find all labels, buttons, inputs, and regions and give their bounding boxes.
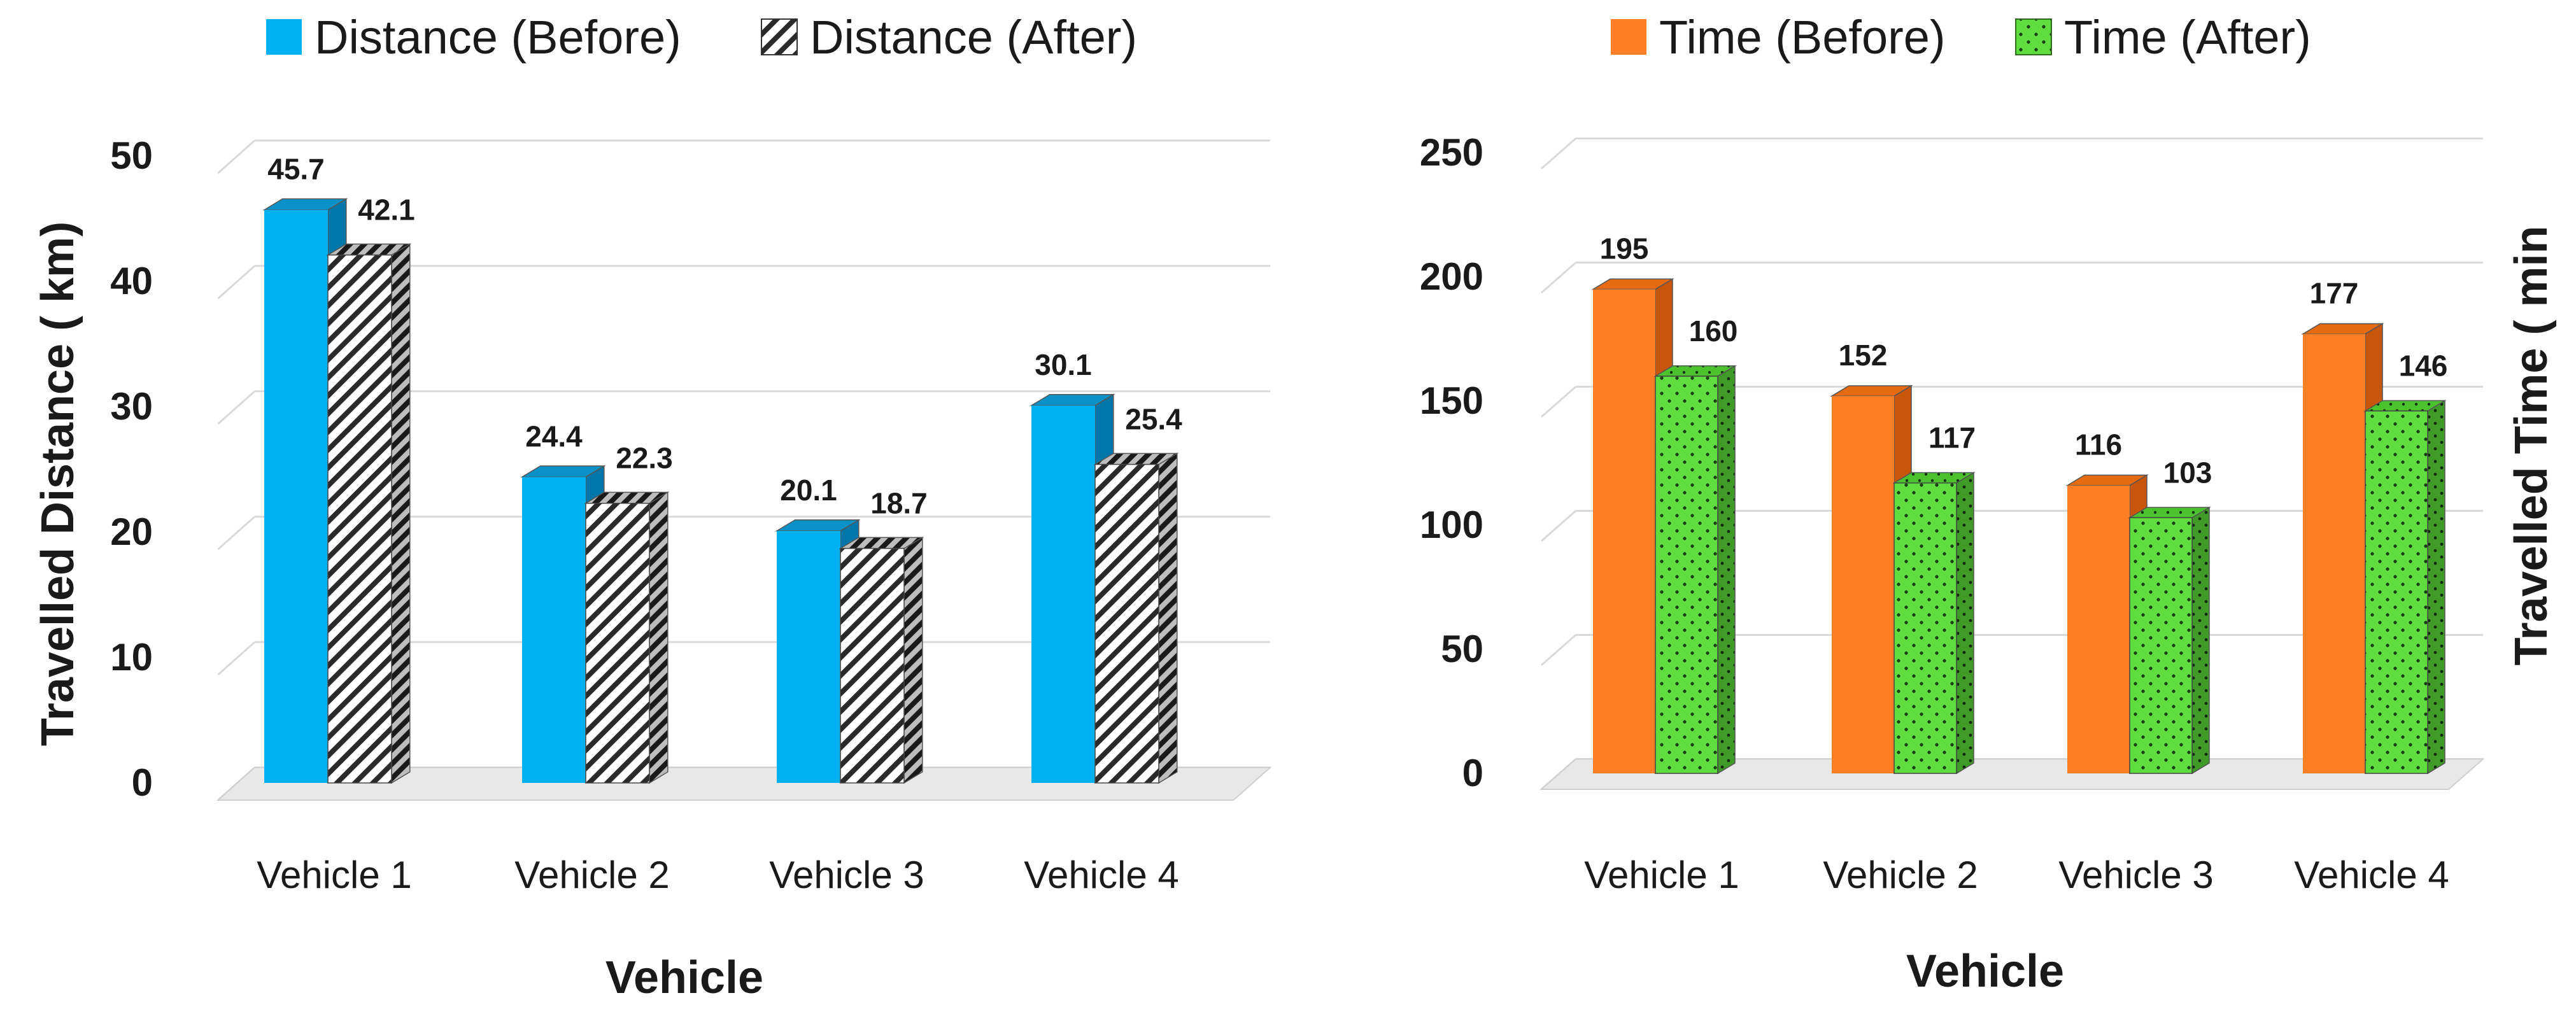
- distance-category-label-vehicle-3: Vehicle 3: [769, 854, 924, 896]
- time-data-label-vehicle-1-time-before: 195: [1600, 232, 1649, 265]
- distance-gridline-slant-10: [217, 641, 255, 676]
- time-bar-vehicle-1-time-before: [1593, 289, 1655, 773]
- distance-gridline-slant-20: [217, 516, 255, 551]
- distance-bar-vehicle-2-distance-before: [522, 477, 586, 783]
- time-y-tick-100: 100: [1420, 503, 1483, 546]
- time-y-axis-title: Travelled Time ( min: [2506, 226, 2557, 666]
- time-bars: [1591, 278, 2447, 775]
- time-x-axis-title: Vehicle: [1906, 946, 2064, 997]
- time-floor-plane: [1539, 758, 2485, 790]
- legend-label-distance-before: Distance (Before): [315, 11, 681, 64]
- distance-chart: 0 10 20 30 40 50 45.7 42.1 24.4 22.3 20.1 18.7 30.1…: [32, 11, 1272, 1003]
- time-gridline-slant-250: [1541, 137, 1576, 170]
- time-legend: Time (Before) Time (After): [1611, 11, 2311, 64]
- legend-swatch-time-after: [2015, 18, 2052, 55]
- time-data-label-vehicle-3-time-before: 116: [2075, 428, 2122, 461]
- distance-category-label-vehicle-4: Vehicle 4: [1024, 854, 1179, 896]
- distance-bars: [262, 198, 1179, 784]
- distance-data-label-vehicle-3-distance-before: 20.1: [780, 474, 837, 507]
- distance-gridline-slant-30: [217, 390, 255, 425]
- time-category-label-vehicle-1: Vehicle 1: [1584, 854, 1739, 896]
- time-bar-vehicle-1-time-after: [1655, 376, 1718, 774]
- distance-floor: [216, 766, 1272, 801]
- time-data-label-vehicle-2-time-after: 117: [1928, 421, 1976, 454]
- time-chart: 0 50 100 150 200 250 195 160 152 117 116 103 177 146…: [1420, 11, 2557, 997]
- distance-x-axis-title: Vehicle: [605, 952, 763, 1003]
- time-bar-vehicle-4-time-after: [2365, 410, 2428, 774]
- distance-y-tick-labels: 0 10 20 30 40 50: [110, 134, 153, 804]
- time-bar-vehicle-2-time-before: [1832, 396, 1894, 773]
- distance-bar-vehicle-3-distance-after-side: [903, 537, 923, 784]
- distance-data-label-vehicle-3-distance-after: 18.7: [870, 487, 928, 520]
- legend-swatch-distance-after: [761, 18, 798, 55]
- distance-y-tick-30: 30: [110, 385, 153, 428]
- time-bar-vehicle-1-time-after-side: [1717, 365, 1736, 775]
- time-floor: [1539, 758, 2485, 790]
- time-y-tick-250: 250: [1420, 131, 1483, 174]
- distance-gridline-slant-50: [217, 139, 255, 174]
- time-category-label-vehicle-2: Vehicle 2: [1823, 854, 1978, 896]
- time-gridline-slant-200: [1541, 262, 1576, 294]
- time-data-label-vehicle-1-time-after: 160: [1689, 314, 1738, 348]
- time-y-tick-0: 0: [1462, 752, 1483, 794]
- distance-bar-vehicle-3-distance-after: [840, 547, 905, 784]
- time-data-labels: 195 160 152 117 116 103 177 146: [1600, 232, 2448, 489]
- distance-data-label-vehicle-1-distance-after: 42.1: [358, 194, 415, 227]
- time-bar-vehicle-3-time-after: [2129, 517, 2193, 774]
- time-data-label-vehicle-3-time-after: 103: [2163, 456, 2212, 489]
- distance-category-labels: Vehicle 1 Vehicle 2 Vehicle 3 Vehicle 4: [257, 854, 1179, 896]
- time-category-label-vehicle-4: Vehicle 4: [2294, 854, 2449, 896]
- distance-gridline-slant-40: [217, 265, 255, 300]
- distance-bar-vehicle-2-distance-after: [585, 502, 650, 784]
- distance-category-label-vehicle-2: Vehicle 2: [514, 854, 670, 896]
- distance-bar-vehicle-4-distance-after: [1094, 463, 1159, 784]
- distance-data-label-vehicle-4-distance-before: 30.1: [1035, 348, 1092, 381]
- legend-swatch-time-before: [1611, 19, 1646, 55]
- time-bar-vehicle-2-time-after-side: [1956, 472, 1974, 775]
- distance-bar-vehicle-1-distance-after-side: [391, 243, 411, 784]
- distance-data-labels: 45.7 42.1 24.4 22.3 20.1 18.7 30.1 25.4: [267, 153, 1182, 520]
- distance-legend: Distance (Before) Distance (After): [266, 11, 1137, 64]
- time-bar-vehicle-4-time-before: [2303, 334, 2365, 773]
- time-data-label-vehicle-4-time-after: 146: [2399, 349, 2448, 383]
- time-category-labels: Vehicle 1 Vehicle 2 Vehicle 3 Vehicle 4: [1584, 854, 2449, 896]
- time-bar-vehicle-3-time-before: [2067, 485, 2130, 773]
- time-data-label-vehicle-4-time-before: 177: [2310, 277, 2359, 310]
- distance-y-tick-0: 0: [132, 761, 153, 804]
- distance-bar-vehicle-3-distance-before: [777, 531, 840, 783]
- distance-data-label-vehicle-2-distance-before: 24.4: [525, 419, 583, 453]
- distance-bar-vehicle-1-distance-after: [327, 254, 392, 784]
- distance-y-tick-50: 50: [110, 134, 153, 177]
- time-y-tick-150: 150: [1420, 379, 1483, 422]
- distance-y-tick-20: 20: [110, 511, 153, 553]
- distance-y-axis-title: Travelled Distance ( km): [32, 222, 83, 746]
- legend-label-time-after: Time (After): [2064, 11, 2311, 64]
- distance-bar-vehicle-4-distance-after-side: [1158, 453, 1178, 784]
- legend-swatch-distance-before: [266, 19, 302, 55]
- distance-data-label-vehicle-4-distance-after: 25.4: [1125, 403, 1182, 436]
- time-bar-vehicle-3-time-after-side: [2191, 506, 2210, 775]
- distance-data-label-vehicle-2-distance-after: 22.3: [616, 442, 673, 475]
- legend-label-time-before: Time (Before): [1659, 11, 1946, 64]
- time-bar-vehicle-2-time-after: [1893, 482, 1957, 774]
- distance-y-tick-40: 40: [110, 260, 153, 302]
- distance-bar-vehicle-1-distance-before: [264, 209, 328, 784]
- time-y-tick-labels: 0 50 100 150 200 250: [1420, 131, 1483, 794]
- time-y-tick-200: 200: [1420, 255, 1483, 298]
- time-category-label-vehicle-3: Vehicle 3: [2058, 854, 2214, 896]
- distance-data-label-vehicle-1-distance-before: 45.7: [267, 153, 325, 186]
- distance-y-tick-10: 10: [110, 636, 153, 679]
- legend-label-distance-after: Distance (After): [810, 11, 1137, 64]
- time-gridline-slant-100: [1541, 510, 1576, 542]
- distance-floor-plane: [216, 766, 1272, 801]
- distance-category-label-vehicle-1: Vehicle 1: [257, 854, 412, 896]
- time-y-tick-50: 50: [1441, 628, 1483, 670]
- time-gridline-slant-50: [1541, 634, 1576, 666]
- distance-bar-vehicle-4-distance-before: [1031, 405, 1095, 783]
- distance-bar-vehicle-2-distance-after-side: [649, 491, 669, 784]
- time-gridline-slant-150: [1541, 386, 1576, 418]
- time-bar-vehicle-4-time-after-side: [2427, 400, 2445, 775]
- time-data-label-vehicle-2-time-before: 152: [1839, 339, 1888, 372]
